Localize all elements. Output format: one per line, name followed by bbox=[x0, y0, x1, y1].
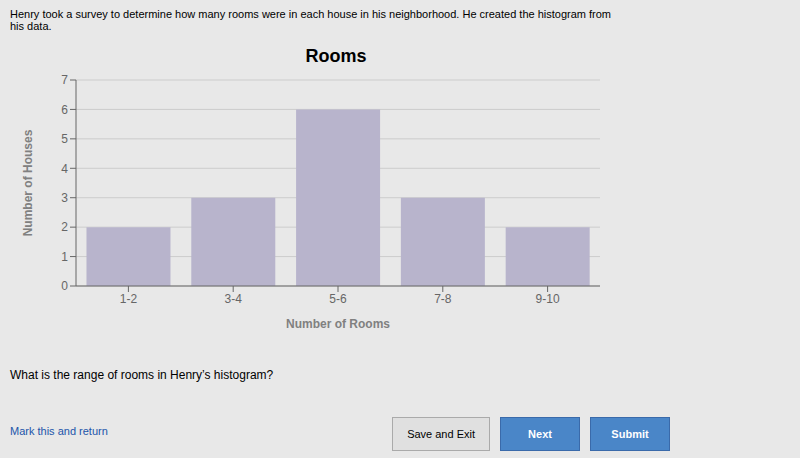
svg-text:3-4: 3-4 bbox=[225, 292, 243, 306]
svg-text:3: 3 bbox=[61, 191, 68, 205]
html-text:Rooms: Rooms bbox=[305, 46, 367, 66]
html-text:Mark this and return: Mark this and return bbox=[10, 425, 108, 437]
html-text:Save and Exit: Save and Exit bbox=[407, 428, 475, 440]
svg-text:Number of Houses: Number of Houses bbox=[21, 129, 35, 236]
html-text:Henry took a survey to determi: Henry took a survey to determine how man… bbox=[10, 8, 611, 32]
svg-text:7-8: 7-8 bbox=[434, 292, 452, 306]
svg-text:1: 1 bbox=[61, 250, 68, 264]
svg-text:7: 7 bbox=[61, 73, 68, 87]
html-text:What is the range of rooms in: What is the range of rooms in Henry’s hi… bbox=[10, 368, 274, 382]
svg-text:1-2: 1-2 bbox=[120, 292, 138, 306]
svg-text:Number of Rooms: Number of Rooms bbox=[286, 317, 390, 331]
svg-text:5-6: 5-6 bbox=[329, 292, 347, 306]
svg-text:4: 4 bbox=[61, 162, 68, 176]
html-text:Next: Next bbox=[528, 428, 552, 440]
svg-text:5: 5 bbox=[61, 132, 68, 146]
svg-text:0: 0 bbox=[61, 279, 68, 293]
html-text:Submit: Submit bbox=[611, 428, 649, 440]
svg-text:2: 2 bbox=[61, 220, 68, 234]
svg-text:9-10: 9-10 bbox=[536, 292, 560, 306]
svg-text:6: 6 bbox=[61, 103, 68, 117]
